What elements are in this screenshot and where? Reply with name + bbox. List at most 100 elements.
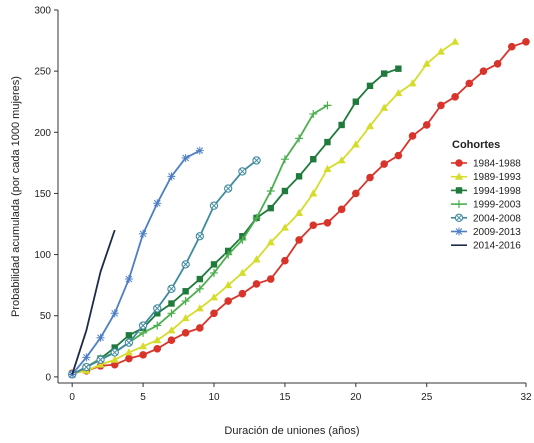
data-point: [266, 186, 275, 195]
data-point: [323, 164, 332, 172]
data-point: [394, 88, 403, 97]
data-point: [181, 329, 190, 337]
legend-label: 2009-2013: [473, 227, 521, 238]
point-square: [281, 187, 289, 195]
data-point: [224, 250, 233, 259]
point-star: [139, 229, 148, 238]
data-point: [295, 208, 304, 217]
data-point: [138, 321, 148, 330]
data-point: [210, 268, 218, 277]
point-circle: [408, 132, 417, 140]
series-1994-1998: [68, 65, 402, 378]
x-tick-label: 0: [69, 392, 75, 403]
legend-label: 2004-2008: [473, 213, 521, 224]
data-point: [455, 200, 463, 209]
axes: 0 50 100 150 200 250 300 0 5 10 15 20 25 32: [34, 6, 532, 404]
point-circle: [352, 189, 360, 198]
point-triangle: [266, 238, 275, 246]
point-plus: [295, 134, 304, 143]
data-point: [395, 65, 402, 72]
y-tick-label: 300: [34, 6, 51, 17]
point-triangle: [195, 304, 204, 312]
data-point: [436, 47, 445, 55]
point-circle: [451, 93, 459, 101]
point-triangle: [422, 59, 431, 67]
data-point: [111, 344, 118, 351]
point-triangle: [252, 255, 261, 263]
point-triangle: [224, 280, 233, 289]
point-circle: [455, 159, 463, 167]
legend-label: 1994-1998: [473, 186, 521, 197]
data-point: [153, 304, 162, 313]
data-point: [82, 353, 91, 362]
data-point: [366, 173, 374, 182]
data-point: [295, 134, 304, 143]
point-star: [110, 309, 119, 318]
data-point: [351, 140, 360, 148]
legend: 1984-1988 1989-1993 1994-1998 1999-2003 2004…: [451, 159, 521, 252]
point-circle: [309, 221, 318, 230]
data-point: [454, 213, 464, 222]
point-circle: [493, 60, 502, 68]
series-layer: [68, 37, 530, 379]
data-point: [110, 348, 119, 357]
data-point: [366, 121, 374, 130]
data-point: [280, 155, 289, 164]
point-square: [196, 275, 204, 283]
y-tick-label: 50: [40, 311, 52, 322]
point-square: [125, 332, 133, 339]
y-axis-title: Probabilidad acumulada (por cada 1000 mu…: [10, 76, 22, 317]
data-point: [465, 79, 474, 88]
point-square: [295, 173, 303, 180]
point-triangle: [455, 172, 463, 180]
data-point: [366, 82, 374, 90]
series-line: [71, 229, 116, 375]
data-point: [455, 172, 463, 180]
x-tick-label: 32: [520, 392, 532, 403]
data-point: [125, 354, 133, 363]
data-point: [451, 37, 460, 45]
point-triangle: [238, 268, 247, 276]
data-point: [139, 328, 148, 337]
point-circle: [153, 344, 162, 353]
point-triangle: [380, 103, 389, 111]
data-point: [267, 204, 274, 212]
data-point: [181, 260, 190, 269]
data-point: [195, 304, 204, 312]
data-point: [455, 227, 463, 236]
data-point: [337, 205, 346, 214]
data-point: [210, 309, 218, 318]
point-circle-x-cross: [239, 168, 246, 175]
point-triangle: [96, 360, 105, 368]
x-axis-title: Duración de uniones (años): [224, 425, 359, 437]
data-point: [295, 173, 303, 180]
data-point: [153, 335, 162, 344]
data-point: [455, 187, 463, 194]
point-triangle: [436, 47, 445, 55]
point-circle: [167, 336, 176, 344]
point-triangle: [451, 37, 460, 45]
data-point: [181, 297, 190, 306]
point-circle: [210, 309, 218, 318]
data-point: [167, 336, 176, 344]
series-line: [71, 149, 201, 376]
legend-title: Cohortes: [452, 139, 500, 151]
data-point: [252, 156, 261, 165]
data-point: [195, 146, 204, 155]
point-circle-x-cross: [154, 305, 161, 312]
point-plus: [167, 309, 176, 318]
data-point: [139, 351, 147, 359]
legend-item: 2014-2016: [451, 241, 521, 252]
point-triangle: [295, 208, 304, 217]
legend-label: 1984-1988: [473, 159, 521, 170]
point-star: [181, 153, 190, 162]
data-point: [238, 167, 247, 176]
point-star: [167, 172, 176, 181]
x-tick-label: 5: [140, 392, 146, 403]
data-point: [153, 321, 162, 330]
point-circle: [266, 275, 275, 283]
data-point: [309, 109, 318, 118]
data-point: [380, 103, 389, 111]
point-square: [395, 65, 402, 72]
data-point: [451, 93, 459, 101]
